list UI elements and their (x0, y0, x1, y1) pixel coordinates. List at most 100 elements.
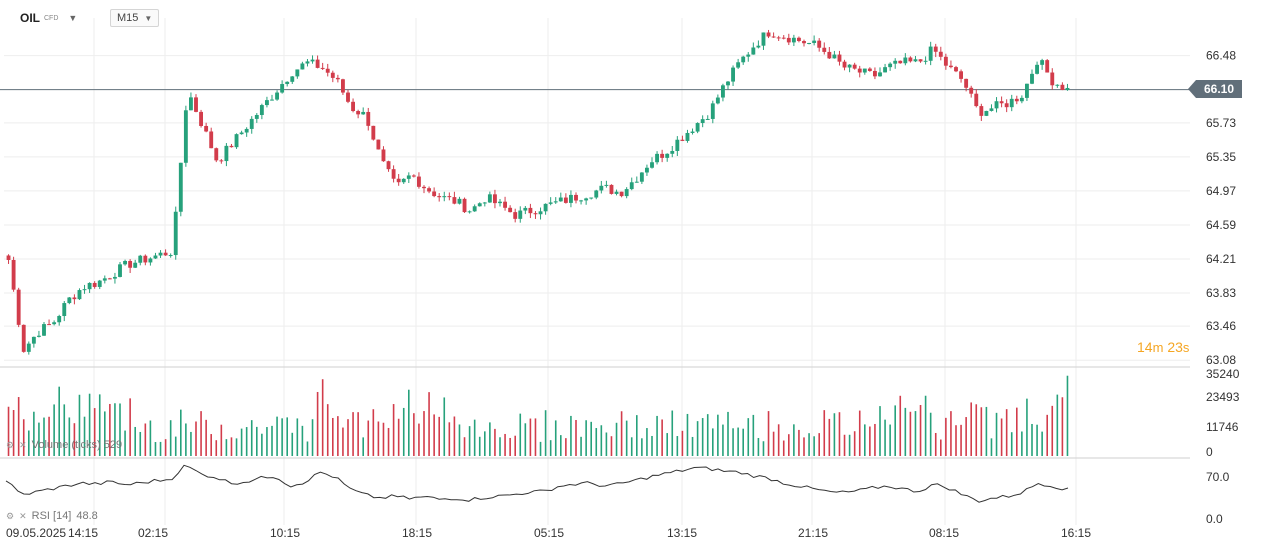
candle-body (26, 343, 31, 352)
volume-bar (970, 402, 972, 456)
volume-bar (78, 394, 81, 456)
volume-bar (433, 414, 435, 456)
volume-bar (1021, 431, 1023, 456)
symbol-name: OIL (20, 11, 40, 25)
volume-bar (879, 406, 881, 456)
volume-bar (909, 411, 912, 456)
candle-body (224, 145, 229, 162)
grid-lines (4, 18, 1190, 525)
volume-bar (180, 409, 182, 456)
candle-body (903, 57, 908, 64)
settings-icon[interactable]: ⚙ (6, 439, 15, 450)
time-tick-label: 21:15 (798, 526, 828, 540)
volume-bar (215, 440, 218, 456)
settings-icon[interactable]: ⚙ (6, 510, 15, 521)
candle-body (47, 324, 51, 326)
volume-bar (1016, 407, 1018, 456)
volume-bar (382, 422, 385, 456)
candle-body (639, 172, 644, 182)
volume-bar (600, 425, 603, 456)
volume-bar (676, 436, 679, 456)
rsi-indicator-label[interactable]: ⚙ ✕ RSI [14] 48.8 (6, 510, 98, 522)
volume-bar (473, 419, 476, 456)
candle-body (751, 47, 756, 55)
volume-bar (1056, 394, 1059, 456)
chevron-down-icon: ▼ (68, 13, 78, 23)
volume-bar (585, 420, 587, 456)
candle-body (295, 69, 300, 77)
volume-bar (924, 395, 927, 456)
volume-bar (727, 411, 729, 456)
candle-body (447, 196, 452, 198)
volume-bar (752, 414, 755, 456)
candle-body (72, 297, 77, 300)
candle-body (1035, 64, 1039, 74)
volume-bar (1046, 414, 1048, 456)
candle-body (604, 184, 609, 186)
volume-bar (352, 412, 354, 456)
volume-bar (1005, 409, 1008, 456)
volume-bar (316, 391, 319, 456)
volume-indicator-label[interactable]: ⚙ ✕ Volume (ticks) 529 (6, 439, 122, 451)
price-tick-label: 63.83 (1206, 286, 1236, 300)
candle-body (797, 37, 801, 42)
volume-bar (884, 419, 886, 456)
candle-body (204, 125, 209, 132)
candle-body (746, 54, 751, 57)
volume-bar (134, 426, 136, 456)
rsi-tick-label: 70.0 (1206, 470, 1230, 484)
candle-body (239, 132, 244, 135)
candle-body (964, 78, 969, 88)
rsi-line (5, 464, 1069, 503)
volume-bar (109, 403, 111, 456)
candle-body (908, 57, 913, 62)
candle-body (82, 289, 87, 291)
close-icon[interactable]: ✕ (19, 439, 27, 450)
volume-bar (646, 428, 648, 456)
volume-bar (423, 411, 425, 456)
candle-body (999, 101, 1004, 104)
volume-bar (7, 406, 10, 456)
candle-body (933, 46, 938, 52)
candle-body (21, 324, 26, 352)
candle-body (650, 162, 654, 168)
volume-bar (22, 419, 25, 456)
candle-body (6, 255, 11, 260)
candle-body (52, 322, 57, 325)
volume-bar (408, 389, 410, 456)
candles-series (6, 29, 1070, 355)
volume-bar (418, 423, 420, 456)
time-tick-label: 16:15 (1061, 526, 1091, 540)
volume-bar (605, 432, 608, 456)
volume-bar (73, 423, 76, 456)
volume-bar (33, 411, 35, 456)
candle-body (107, 278, 112, 280)
candle-body (959, 71, 963, 79)
candle-body (265, 100, 269, 106)
volume-bar (874, 423, 876, 456)
candle-body (97, 280, 102, 287)
volume-bar (1010, 432, 1013, 456)
volume-bar (139, 431, 142, 456)
candle-body (123, 260, 127, 265)
candle-body (685, 132, 690, 141)
timeframe-selector[interactable]: M15 ▼ (110, 9, 160, 27)
volume-bar (296, 418, 299, 456)
volume-bar (610, 436, 613, 456)
volume-bar (864, 424, 866, 456)
volume-bar (240, 428, 243, 456)
close-icon[interactable]: ✕ (19, 510, 27, 521)
volume-bar (529, 418, 532, 456)
candle-body (619, 191, 624, 197)
volume-bar (261, 433, 263, 456)
volume-bar (12, 410, 15, 456)
volume-bar (524, 423, 527, 456)
candle-body (624, 189, 629, 197)
candle-body (862, 68, 867, 73)
volume-bar (980, 407, 983, 456)
candle-body (974, 93, 979, 107)
candle-body (381, 149, 386, 162)
candle-body (16, 289, 21, 325)
symbol-selector[interactable]: OIL CFD ▼ (20, 8, 77, 28)
